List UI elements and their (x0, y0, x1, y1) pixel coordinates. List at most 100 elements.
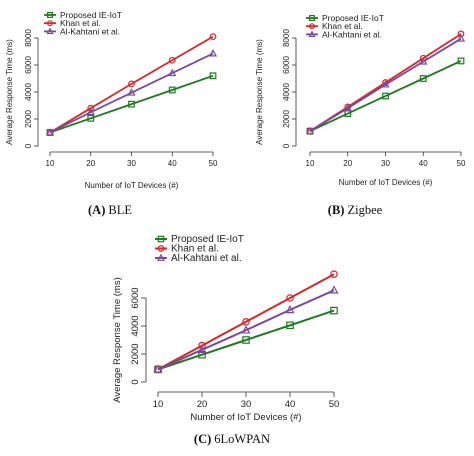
legend-label: Al-Kahtani et al. (171, 253, 242, 264)
y-tick-label: 8000 (282, 29, 291, 47)
x-tick-label: 50 (209, 159, 218, 168)
data-point-circle (286, 294, 294, 302)
data-point-triangle (208, 49, 218, 57)
x-tick-label: 20 (86, 159, 95, 168)
x-tick-label: 50 (329, 399, 340, 410)
data-point-square (457, 57, 465, 65)
legend-marker-circle (309, 23, 315, 30)
chart-panel-6lowpan: (C) 6LoWPAN 0 2000 4000 6000 10 20 30 40 50 Number… (112, 234, 339, 446)
y-tick-label: 4000 (24, 83, 33, 101)
y-tick-label: 0 (282, 143, 291, 148)
series-line-triangle (309, 37, 462, 132)
y-tick-label: 2000 (24, 110, 33, 128)
legend-marker-square (47, 12, 53, 18)
x-tick-label: 20 (343, 159, 352, 168)
legend-label: Al-Kahtani et al. (322, 29, 382, 39)
data-point-circle (330, 270, 338, 279)
y-tick-label: 0 (24, 143, 33, 148)
data-point-triangle (197, 344, 207, 354)
legend-marker-circle (157, 245, 165, 252)
legend-label: Proposed IE-IoT (171, 234, 244, 245)
data-point-triangle (86, 107, 95, 116)
x-axis-label: Number of IoT Devices (#) (190, 412, 301, 423)
series-line-square (157, 309, 335, 371)
legend-label: Proposed IE-IoT (60, 10, 122, 20)
series-line-circle (49, 35, 214, 134)
data-point-triangle (419, 57, 428, 65)
legend-marker-triangle (46, 27, 54, 35)
data-point-circle (457, 30, 465, 38)
legend-marker-triangle (308, 30, 316, 38)
data-point-square (209, 72, 217, 80)
x-tick-label: 10 (46, 159, 55, 168)
data-point-circle (242, 317, 250, 326)
legend-label: Khan et al. (60, 18, 101, 28)
legend-label: Khan et al. (171, 244, 219, 255)
series-line-triangle (49, 52, 214, 134)
data-point-square (87, 114, 95, 122)
data-point-triangle (329, 285, 339, 294)
y-tick-label: 0 (130, 379, 141, 384)
y-tick-label: 4000 (282, 83, 291, 101)
data-point-triangle (153, 364, 163, 373)
x-tick-label: 40 (285, 399, 296, 410)
caption-ble: (A) BLE (88, 203, 132, 217)
chart-panel-ble: (A) BLE 0 2000 4000 6000 8000 10 20 30 40 50 Number… (5, 10, 218, 217)
x-tick-label: 30 (381, 159, 390, 168)
data-point-triangle (456, 34, 466, 42)
x-axis-label: Number of IoT Devices (#) (339, 178, 433, 187)
data-point-triangle (285, 304, 295, 314)
legend-marker-square (309, 15, 315, 21)
x-axis-label: Number of IoT Devices (#) (85, 181, 179, 190)
y-tick-label: 8000 (24, 29, 33, 47)
y-tick-label: 2000 (282, 110, 291, 128)
series-line-circle (157, 273, 335, 371)
y-axis-label: Average Response Time (ms) (255, 39, 264, 145)
series-line-square (309, 60, 462, 132)
y-tick-label: 2000 (130, 343, 141, 364)
x-tick-label: 30 (241, 399, 252, 410)
y-axis-label: Average Response Time (ms) (112, 277, 123, 403)
y-tick-label: 6000 (282, 56, 291, 74)
data-point-circle (209, 33, 217, 41)
data-point-square (128, 100, 135, 108)
x-tick-label: 20 (197, 399, 208, 410)
data-point-triangle (305, 126, 315, 135)
data-point-square (330, 306, 338, 315)
y-tick-label: 4000 (130, 315, 141, 336)
legend-marker-square (157, 235, 165, 243)
caption-6lowpan: (C) 6LoWPAN (194, 432, 270, 446)
series-line-square (49, 74, 214, 134)
y-tick-label: 6000 (24, 56, 33, 74)
x-tick-label: 30 (127, 159, 136, 168)
data-point-circle (87, 104, 95, 112)
x-tick-label: 40 (419, 159, 428, 168)
series-line-triangle (157, 289, 335, 371)
data-point-square (168, 86, 176, 94)
data-point-triangle (343, 103, 352, 112)
data-point-square (382, 92, 389, 100)
data-point-triangle (45, 128, 55, 136)
data-point-triangle (168, 68, 177, 77)
data-point-square (286, 321, 294, 330)
data-point-triangle (127, 88, 136, 96)
x-tick-label: 10 (153, 399, 164, 410)
y-tick-label: 6000 (130, 287, 141, 308)
chart-panel-zigbee: (B) Zigbee 0 2000 4000 6000 8000 10 20 30 40 50 Num… (255, 13, 466, 217)
data-point-circle (168, 56, 176, 64)
data-point-square (419, 75, 427, 82)
legend-label: Proposed IE-IoT (322, 13, 384, 23)
x-tick-label: 40 (168, 159, 177, 168)
data-point-circle (128, 80, 135, 88)
data-point-triangle (381, 80, 390, 88)
x-tick-label: 10 (306, 159, 315, 168)
y-axis-label: Average Response Time (ms) (5, 39, 14, 145)
data-point-square (198, 350, 206, 359)
legend-marker-triangle (156, 253, 166, 261)
legend-marker-circle (47, 20, 53, 27)
data-point-triangle (241, 325, 251, 334)
legend-label: Khan et al. (322, 21, 363, 31)
legend-label: Al-Kahtani et al. (60, 26, 120, 36)
x-tick-label: 50 (457, 159, 466, 168)
